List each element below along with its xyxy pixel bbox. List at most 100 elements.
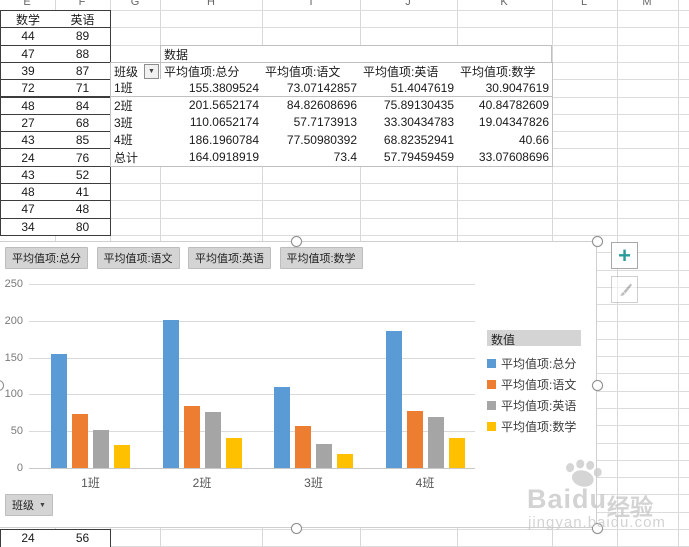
source-data-cell[interactable]: 48 bbox=[0, 183, 56, 202]
source-data-cell[interactable]: 52 bbox=[55, 165, 111, 184]
pivot-value-cell[interactable]: 77.50980392 bbox=[262, 131, 361, 150]
bar-平均值项:英语[interactable] bbox=[316, 443, 332, 468]
pivot-value-cell[interactable]: 73.4 bbox=[262, 148, 361, 167]
pivot-value-cell[interactable]: 186.1960784 bbox=[160, 131, 263, 150]
selection-handle-right[interactable] bbox=[592, 380, 603, 391]
bar-平均值项:数学[interactable] bbox=[225, 437, 242, 468]
column-header-L[interactable]: L bbox=[580, 0, 588, 8]
source-header-cell[interactable]: 英语 bbox=[55, 10, 111, 29]
source-data-cell[interactable]: 56 bbox=[55, 529, 111, 547]
bar-平均值项:语文[interactable] bbox=[183, 405, 200, 468]
pivot-value-cell[interactable]: 164.0918919 bbox=[160, 148, 263, 167]
bar-平均值项:数学[interactable] bbox=[114, 445, 130, 468]
source-data-cell[interactable]: 47 bbox=[0, 44, 56, 63]
source-data-cell[interactable]: 72 bbox=[0, 79, 56, 98]
pivot-value-cell[interactable]: 57.7173913 bbox=[262, 113, 361, 133]
bar-平均值项:数学[interactable] bbox=[337, 454, 353, 468]
pivot-column-header[interactable]: 平均值项:英语 bbox=[360, 62, 458, 80]
column-header-E[interactable]: E bbox=[23, 0, 31, 8]
pivot-value-cell[interactable]: 40.66 bbox=[457, 131, 553, 150]
source-data-cell[interactable]: 34 bbox=[0, 217, 56, 236]
legend-item[interactable]: 平均值项:总分 bbox=[487, 355, 576, 372]
source-data-cell[interactable]: 87 bbox=[55, 61, 111, 81]
bar-平均值项:语文[interactable] bbox=[406, 411, 423, 468]
chart-field-button[interactable]: 平均值项:语文 bbox=[96, 247, 180, 269]
source-data-cell[interactable]: 43 bbox=[0, 131, 56, 150]
pivot-value-cell[interactable]: 33.30434783 bbox=[360, 113, 458, 133]
source-data-cell[interactable]: 24 bbox=[0, 148, 56, 167]
bar-平均值项:英语[interactable] bbox=[93, 430, 109, 468]
pivot-value-cell[interactable]: 19.04347826 bbox=[457, 113, 553, 133]
pivot-value-cell[interactable]: 30.9047619 bbox=[457, 79, 553, 98]
source-data-cell[interactable]: 48 bbox=[55, 200, 111, 219]
chart-field-button[interactable]: 平均值项:英语 bbox=[188, 247, 272, 269]
source-data-cell[interactable]: 44 bbox=[0, 27, 56, 46]
pivot-data-header-cell[interactable]: 数据 bbox=[160, 45, 552, 63]
pivot-value-cell[interactable]: 73.07142857 bbox=[262, 79, 361, 98]
pivot-value-cell[interactable]: 57.79459459 bbox=[360, 148, 458, 167]
chart-styles-button[interactable] bbox=[611, 276, 638, 303]
legend-item[interactable]: 平均值项:英语 bbox=[487, 397, 576, 414]
column-header-K[interactable]: K bbox=[500, 0, 508, 8]
bar-平均值项:总分[interactable] bbox=[385, 331, 402, 468]
pivot-chart[interactable]: 平均值项:总分 平均值项:语文 平均值项:英语 平均值项:数学 250 200 150 10… bbox=[0, 241, 597, 528]
bar-平均值项:总分[interactable] bbox=[162, 319, 179, 468]
selection-handle-bottom[interactable] bbox=[291, 523, 302, 534]
pivot-row-label[interactable]: 2班 bbox=[110, 96, 161, 115]
source-data-cell[interactable]: 27 bbox=[0, 113, 56, 133]
source-data-cell[interactable]: 68 bbox=[55, 113, 111, 133]
pivot-value-cell[interactable]: 84.82608696 bbox=[262, 96, 361, 115]
column-header-G[interactable]: G bbox=[130, 0, 140, 8]
pivot-row-label[interactable]: 1班 bbox=[110, 79, 161, 98]
source-data-cell[interactable]: 43 bbox=[0, 165, 56, 184]
legend-item[interactable]: 平均值项:数学 bbox=[487, 418, 576, 435]
chart-field-button[interactable]: 平均值项:数学 bbox=[279, 247, 363, 269]
selection-handle-bottom-right[interactable] bbox=[592, 523, 603, 534]
source-data-cell[interactable]: 85 bbox=[55, 131, 111, 150]
bar-平均值项:英语[interactable] bbox=[427, 417, 444, 468]
source-data-cell[interactable]: 48 bbox=[0, 96, 56, 115]
source-data-cell[interactable]: 80 bbox=[55, 217, 111, 236]
bar-平均值项:语文[interactable] bbox=[295, 425, 311, 468]
pivot-column-header[interactable]: 平均值项:总分 bbox=[160, 62, 263, 80]
column-header-J[interactable]: J bbox=[405, 0, 411, 8]
chart-axis-field-button[interactable]: 班级 ▼ bbox=[5, 494, 53, 516]
chart-legend-title[interactable]: 数值 bbox=[487, 330, 581, 347]
pivot-value-cell[interactable]: 51.4047619 bbox=[360, 79, 458, 98]
selection-handle-top-right[interactable] bbox=[592, 236, 603, 247]
bar-平均值项:总分[interactable] bbox=[51, 353, 67, 468]
bar-平均值项:数学[interactable] bbox=[448, 438, 465, 468]
source-data-cell[interactable]: 71 bbox=[55, 79, 111, 98]
bar-平均值项:总分[interactable] bbox=[274, 387, 290, 468]
pivot-value-cell[interactable]: 33.07608696 bbox=[457, 148, 553, 167]
source-data-cell[interactable]: 47 bbox=[0, 200, 56, 219]
source-data-cell[interactable]: 84 bbox=[55, 96, 111, 115]
bar-平均值项:英语[interactable] bbox=[204, 412, 221, 468]
source-data-cell[interactable]: 39 bbox=[0, 61, 56, 81]
column-header-I[interactable]: I bbox=[309, 0, 313, 8]
chart-field-button[interactable]: 平均值项:总分 bbox=[5, 247, 89, 269]
chart-elements-button[interactable]: + bbox=[611, 242, 638, 269]
legend-item[interactable]: 平均值项:语文 bbox=[487, 376, 576, 393]
selection-handle-top[interactable] bbox=[291, 236, 302, 247]
source-header-cell[interactable]: 数学 bbox=[0, 10, 56, 29]
column-header-M[interactable]: M bbox=[642, 0, 652, 8]
source-data-cell[interactable]: 41 bbox=[55, 183, 111, 202]
pivot-row-label[interactable]: 3班 bbox=[110, 113, 161, 133]
pivot-row-label[interactable]: 总计 bbox=[110, 148, 161, 167]
bar-平均值项:语文[interactable] bbox=[72, 414, 88, 468]
pivot-value-cell[interactable]: 40.84782609 bbox=[457, 96, 553, 115]
pivot-value-cell[interactable]: 75.89130435 bbox=[360, 96, 458, 115]
pivot-column-header[interactable]: 平均值项:语文 bbox=[262, 62, 361, 80]
source-data-cell[interactable]: 76 bbox=[55, 148, 111, 167]
pivot-row-label[interactable]: 4班 bbox=[110, 131, 161, 150]
source-data-cell[interactable]: 24 bbox=[0, 529, 56, 547]
pivot-value-cell[interactable]: 155.3809524 bbox=[160, 79, 263, 98]
source-data-cell[interactable]: 89 bbox=[55, 27, 111, 46]
pivot-row-field-cell[interactable]: 班级 ▼ bbox=[110, 62, 161, 80]
pivot-filter-dropdown[interactable]: ▼ bbox=[144, 63, 159, 79]
pivot-value-cell[interactable]: 68.82352941 bbox=[360, 131, 458, 150]
pivot-value-cell[interactable]: 201.5652174 bbox=[160, 96, 263, 115]
pivot-column-header[interactable]: 平均值项:数学 bbox=[457, 62, 553, 80]
column-header-H[interactable]: H bbox=[207, 0, 215, 8]
